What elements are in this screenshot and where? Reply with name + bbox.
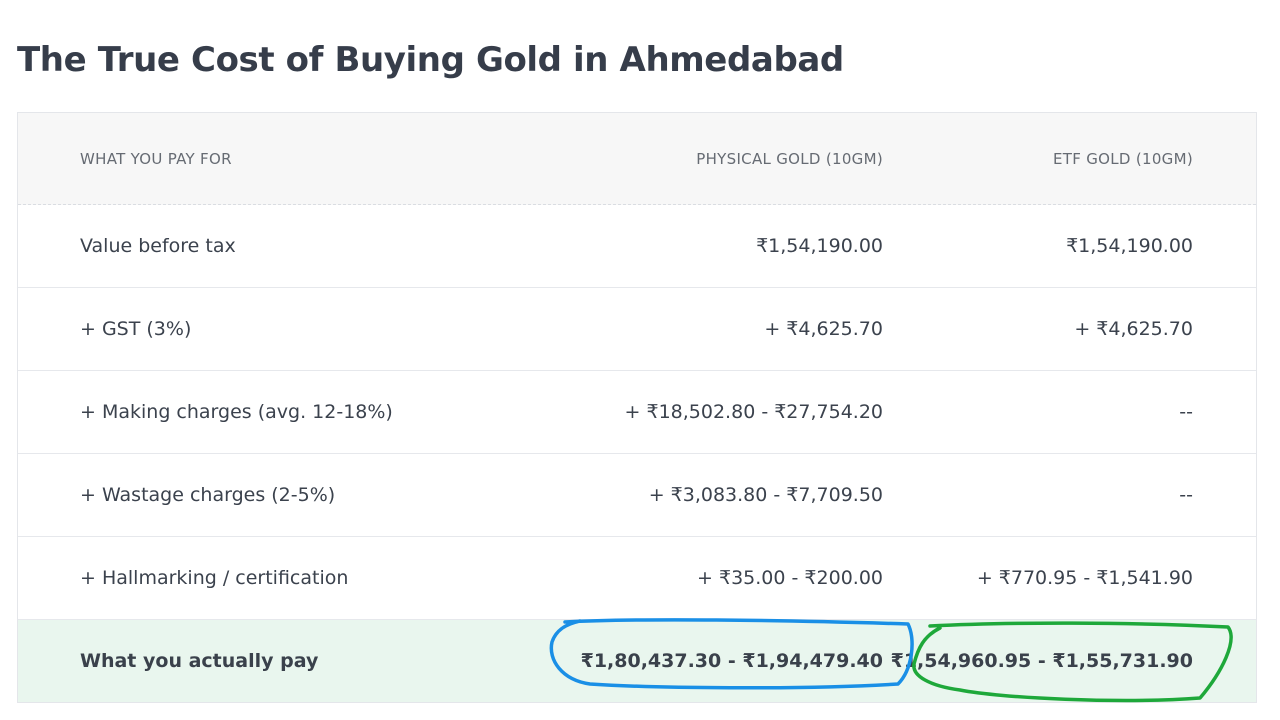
row-physical-value: + ₹35.00 - ₹200.00	[697, 567, 883, 589]
table-row: + Wastage charges (2-5%) + ₹3,083.80 - ₹…	[18, 453, 1256, 536]
row-physical-value: + ₹4,625.70	[764, 318, 883, 340]
total-row: What you actually pay ₹1,80,437.30 - ₹1,…	[18, 619, 1256, 702]
row-item-label: Value before tax	[80, 235, 236, 257]
row-item-label: + Hallmarking / certification	[80, 567, 349, 589]
row-etf-value: + ₹4,625.70	[1074, 318, 1193, 340]
total-etf-value: ₹1,54,960.95 - ₹1,55,731.90	[890, 650, 1193, 672]
cost-comparison-table: WHAT YOU PAY FOR PHYSICAL GOLD (10GM) ET…	[17, 112, 1257, 703]
total-physical-value: ₹1,80,437.30 - ₹1,94,479.40	[580, 650, 883, 672]
row-etf-value: --	[1179, 401, 1193, 423]
row-item-label: + GST (3%)	[80, 318, 192, 340]
total-label: What you actually pay	[80, 650, 319, 672]
row-item-label: + Making charges (avg. 12-18%)	[80, 401, 393, 423]
row-etf-value: ₹1,54,190.00	[1066, 235, 1193, 257]
header-what-you-pay-for: WHAT YOU PAY FOR	[80, 149, 232, 168]
table-row: + Making charges (avg. 12-18%) + ₹18,502…	[18, 370, 1256, 453]
table-row: + GST (3%) + ₹4,625.70 + ₹4,625.70	[18, 287, 1256, 370]
row-etf-value: + ₹770.95 - ₹1,541.90	[976, 567, 1193, 589]
row-etf-value: --	[1179, 484, 1193, 506]
row-physical-value: + ₹3,083.80 - ₹7,709.50	[648, 484, 883, 506]
page-title: The True Cost of Buying Gold in Ahmedaba…	[17, 40, 844, 80]
row-physical-value: ₹1,54,190.00	[756, 235, 883, 257]
header-etf-gold: ETF GOLD (10GM)	[1053, 149, 1193, 168]
table-row: Value before tax ₹1,54,190.00 ₹1,54,190.…	[18, 205, 1256, 287]
row-physical-value: + ₹18,502.80 - ₹27,754.20	[624, 401, 883, 423]
row-item-label: + Wastage charges (2-5%)	[80, 484, 336, 506]
table-row: + Hallmarking / certification + ₹35.00 -…	[18, 536, 1256, 619]
header-physical-gold: PHYSICAL GOLD (10GM)	[696, 149, 883, 168]
table-header-row: WHAT YOU PAY FOR PHYSICAL GOLD (10GM) ET…	[18, 113, 1256, 205]
